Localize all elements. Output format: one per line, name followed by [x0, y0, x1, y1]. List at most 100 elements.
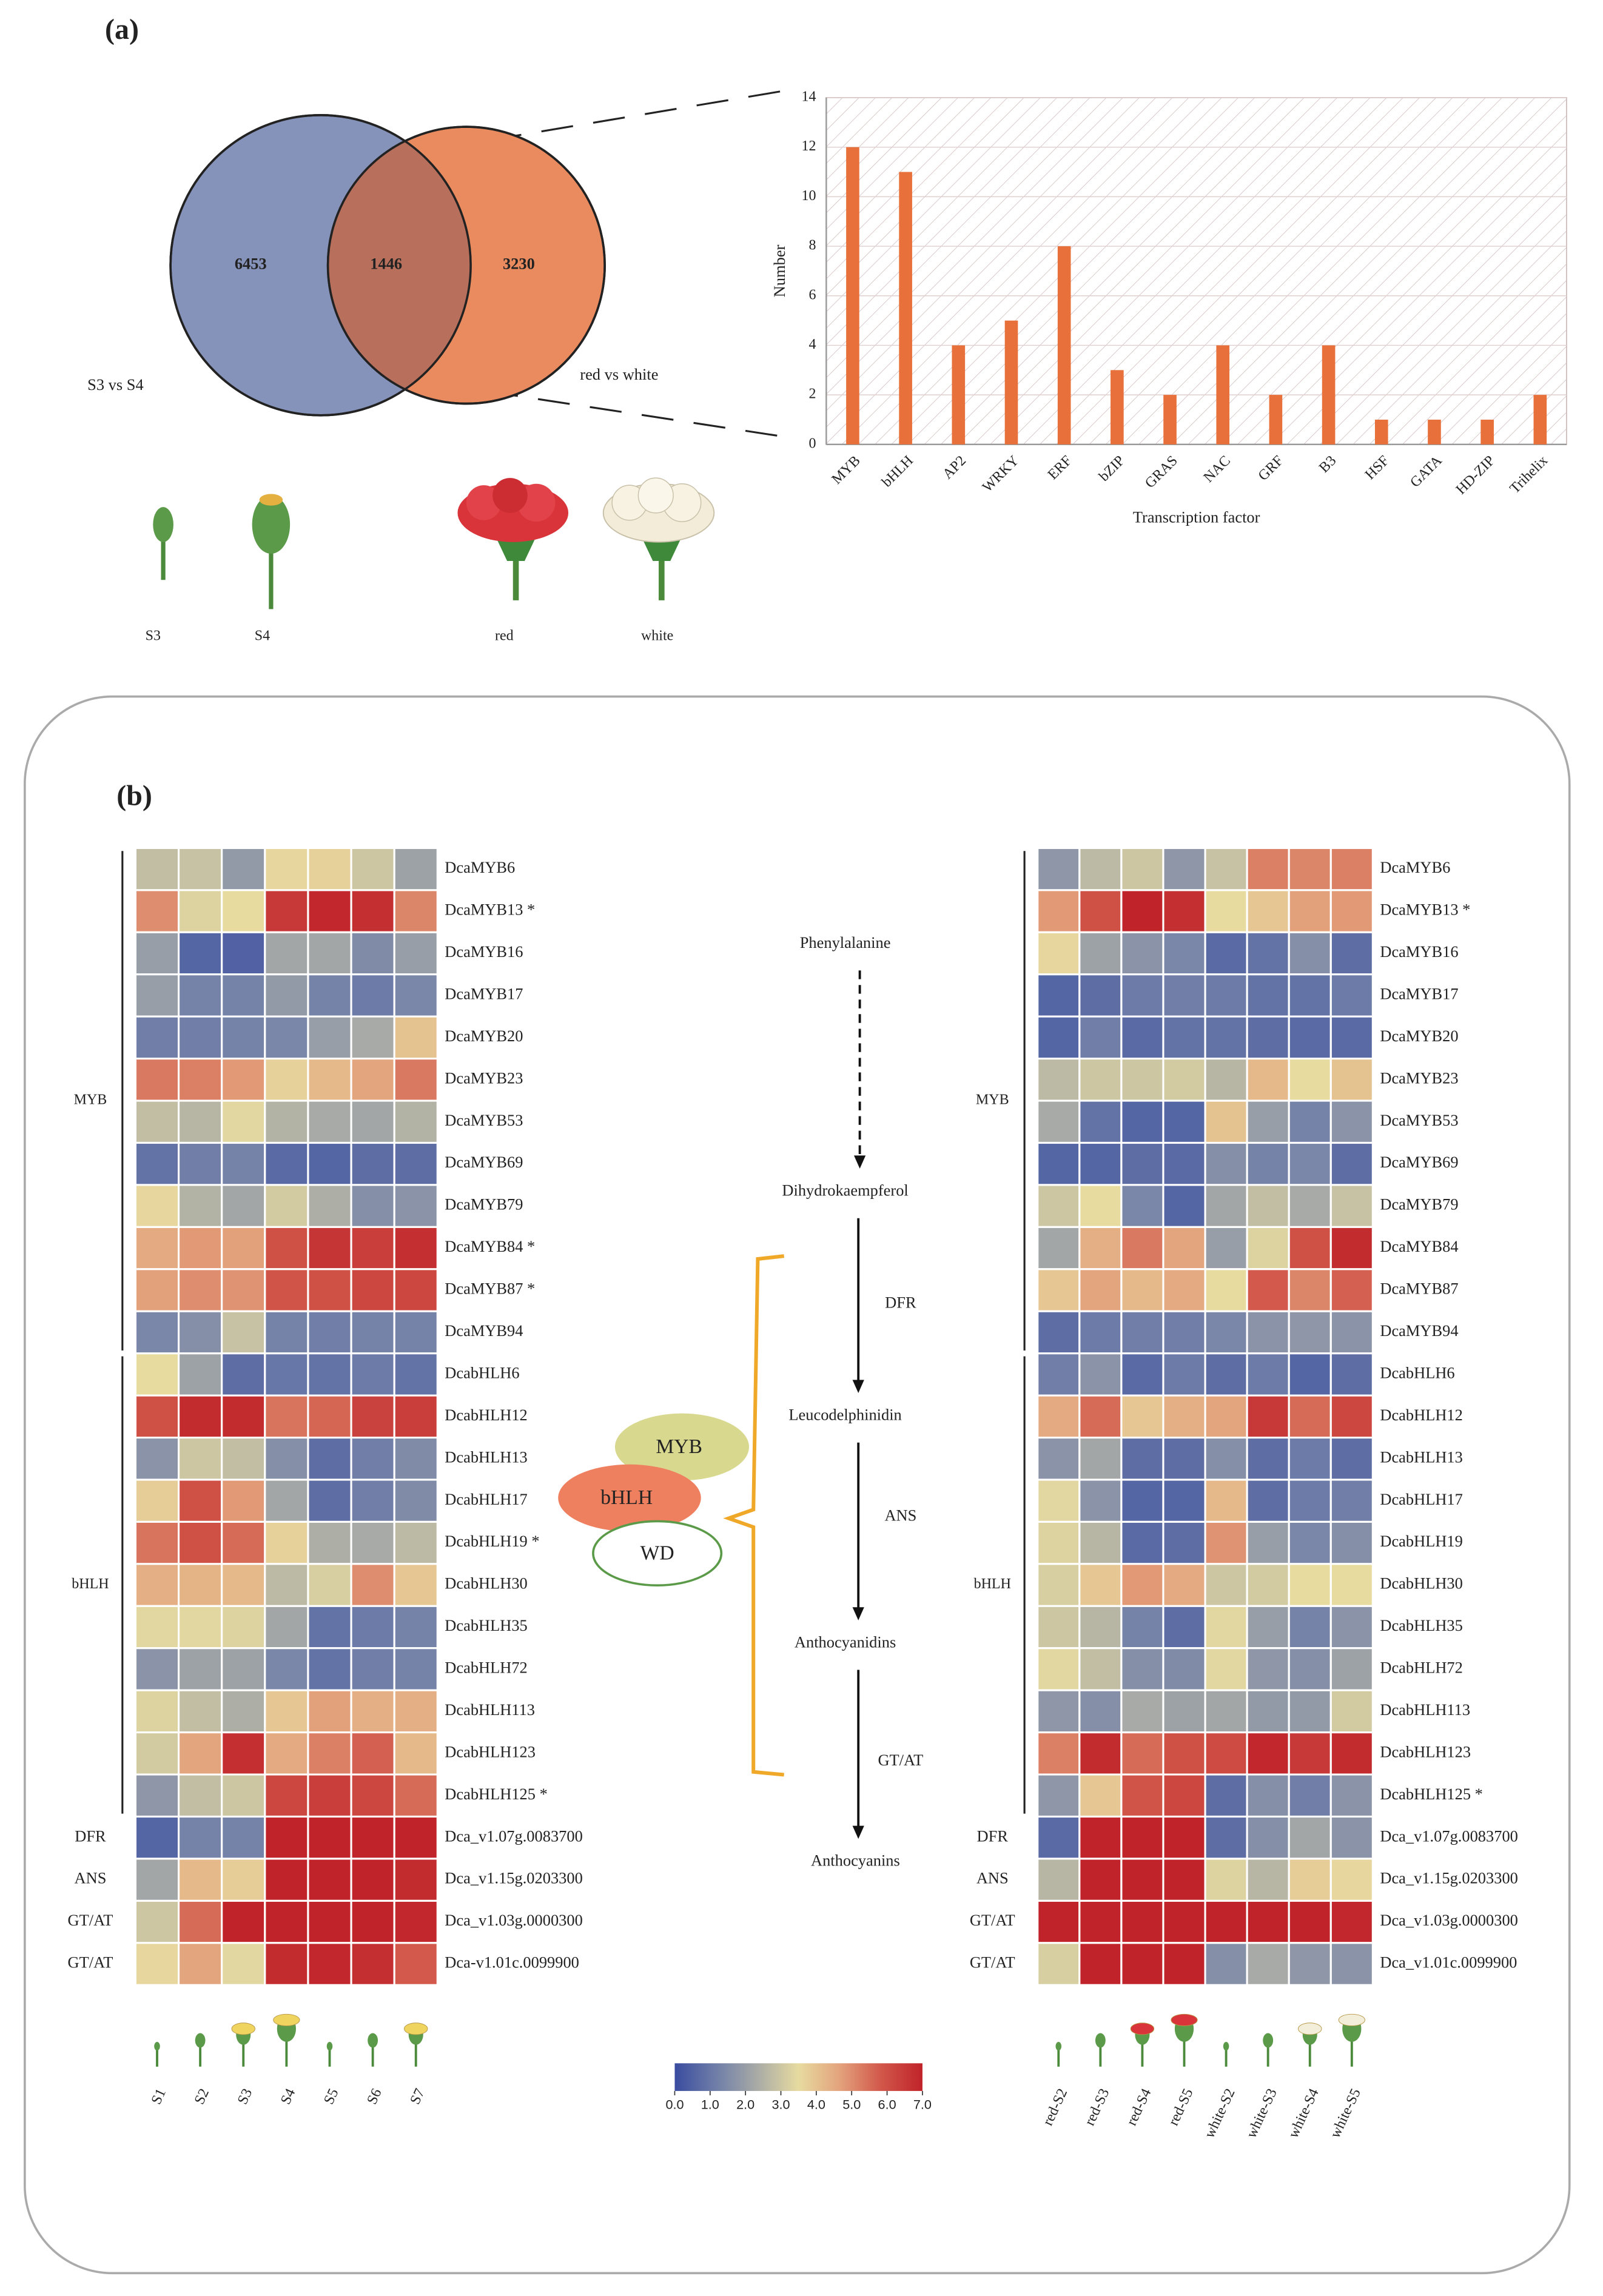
heatmap-cell: [134, 1310, 180, 1355]
heatmap-cell: [1288, 1563, 1332, 1607]
venn-count: 6453: [235, 254, 267, 272]
heatmap-cell: [393, 1268, 439, 1312]
heatmap-cell: [307, 1899, 352, 1944]
heatmap-cell: [393, 1352, 439, 1397]
heatmap-cell: [264, 1773, 309, 1818]
row-tag: GT/AT: [68, 1953, 113, 1972]
heatmap-cell: [1204, 931, 1248, 976]
heatmap-cell: [393, 1647, 439, 1691]
y-tick-label: 0: [809, 435, 816, 451]
heatmap-cell: [1037, 847, 1081, 891]
column-label: S1: [149, 2086, 169, 2107]
heatmap-cell: [1120, 1815, 1164, 1860]
row-label: DcaMYB16: [1380, 942, 1458, 961]
heatmap-cell: [1204, 1899, 1248, 1944]
x-tick-label: AP2: [939, 453, 969, 483]
heatmap-cell: [221, 1015, 266, 1060]
y-tick-label: 2: [809, 386, 816, 402]
y-tick-label: 12: [802, 138, 816, 154]
complex-part: [558, 1464, 701, 1532]
stage-icon: [326, 2041, 333, 2051]
heatmap-cell: [350, 1058, 395, 1102]
heatmap-cell: [1288, 1394, 1332, 1439]
y-tick-label: 14: [802, 89, 816, 105]
heatmap-cell: [1288, 1815, 1332, 1860]
bar: [1322, 345, 1336, 445]
heatmap-cell: [1246, 1773, 1290, 1818]
stage-icon: [1263, 2033, 1274, 2048]
heatmap-cell: [178, 973, 223, 1018]
heatmap-cell: [1288, 847, 1332, 891]
heatmap-cell: [178, 1015, 223, 1060]
row-label: DcaMYB79: [1380, 1195, 1458, 1213]
x-tick-label: GRF: [1255, 453, 1286, 484]
heatmap-cell: [1120, 1015, 1164, 1060]
heatmap-cell: [1246, 1815, 1290, 1860]
colorbar-tick-label: 0.0: [665, 2097, 684, 2112]
heatmap-cell: [1329, 1605, 1374, 1650]
heatmap-cell: [1078, 1773, 1123, 1818]
heatmap-cell: [393, 1773, 439, 1818]
stage-icon: [404, 2022, 428, 2035]
row-label: DcaMYB23: [445, 1069, 523, 1087]
column-label: white-S2: [1201, 2086, 1238, 2141]
heatmap-cell: [393, 1479, 439, 1523]
heatmap-cell: [1162, 931, 1206, 976]
heatmap-cell: [393, 1141, 439, 1186]
heatmap-cell: [264, 1689, 309, 1734]
column-label: red-S5: [1166, 2086, 1197, 2128]
heatmap-cell: [393, 1731, 439, 1776]
heatmap-cell: [1288, 1099, 1332, 1144]
panel-label: (a): [105, 13, 139, 45]
heatmap-cell: [350, 1899, 395, 1944]
heatmap-cell: [350, 1436, 395, 1481]
heatmap-cell: [350, 1773, 395, 1818]
heatmap-cell: [178, 1310, 223, 1355]
heatmap-cell: [264, 1520, 309, 1565]
heatmap-cell: [1246, 889, 1290, 933]
heatmap-cell: [1246, 1520, 1290, 1565]
heatmap-cell: [1162, 1689, 1206, 1734]
row-label: DcabHLH113: [445, 1700, 535, 1719]
heatmap-cell: [1120, 1731, 1164, 1776]
heatmap-cell: [1037, 1394, 1081, 1439]
heatmap-cell: [1204, 1689, 1248, 1734]
stage-icon: [154, 2041, 160, 2051]
heatmap-cell: [1246, 1731, 1290, 1776]
heatmap-cell: [221, 1647, 266, 1691]
bar: [1374, 419, 1388, 445]
colorbar-tick-label: 5.0: [842, 2097, 861, 2112]
heatmap-cell: [1120, 1858, 1164, 1902]
heatmap-cell: [350, 1099, 395, 1144]
heatmap-cell: [134, 1479, 180, 1523]
heatmap-cell: [264, 1268, 309, 1312]
heatmap-cell: [1329, 1352, 1374, 1397]
heatmap-cell: [178, 847, 223, 891]
heatmap-cell: [1204, 1773, 1248, 1818]
group-label: bHLH: [72, 1576, 109, 1592]
heatmap-cell: [307, 1520, 352, 1565]
heatmap-cell: [1037, 1731, 1081, 1776]
heatmap-cell: [1329, 1899, 1374, 1944]
row-label: DcabHLH125 *: [1380, 1785, 1482, 1803]
heatmap-cell: [1078, 1731, 1123, 1776]
heatmap-cell: [1246, 1184, 1290, 1228]
row-label: DcabHLH17: [445, 1490, 527, 1508]
y-tick-label: 6: [809, 287, 816, 303]
heatmap-cell: [1162, 1394, 1206, 1439]
heatmap-cell: [1246, 1058, 1290, 1102]
x-tick-label: HSF: [1362, 453, 1393, 483]
heatmap-cell: [221, 847, 266, 891]
heatmap-cell: [1037, 1858, 1081, 1902]
group-label: MYB: [976, 1092, 1009, 1108]
column-label: S2: [192, 2086, 212, 2107]
heatmap-cell: [393, 1605, 439, 1650]
heatmap-cell: [1204, 973, 1248, 1018]
heatmap-cell: [178, 1605, 223, 1650]
complex-part: [614, 1413, 750, 1481]
heatmap-cell: [1246, 1268, 1290, 1312]
heatmap-cell: [1120, 1394, 1164, 1439]
heatmap-cell: [1037, 1226, 1081, 1271]
row-label: DcaMYB84: [1380, 1237, 1458, 1255]
heatmap-cell: [1246, 973, 1290, 1018]
